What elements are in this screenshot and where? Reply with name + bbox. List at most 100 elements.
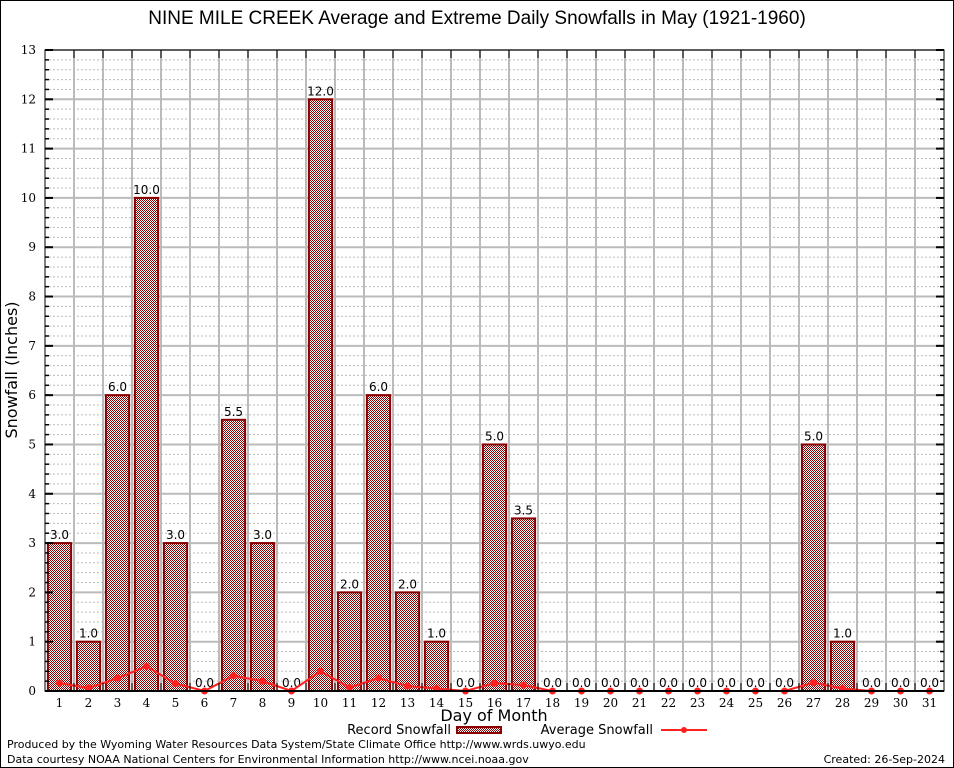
bar-value-label: 0.0 [862,676,881,690]
bar-value-label: 5.5 [224,405,243,419]
bar-value-label: 0.0 [891,676,910,690]
average-point [810,679,817,687]
x-tick-label: 1 [56,696,64,710]
y-tick-label: 7 [28,339,36,353]
x-tick-label: 3 [114,696,122,710]
x-tick-label: 29 [864,696,879,710]
bar-value-label: 2.0 [340,577,359,591]
bar-labels: 3.0 1.0 6.0 10.0 3.0 0.0 5.5 3.0 0.0 12.0 2.0 6.0 2.… [50,84,939,690]
bar-value-label: 0.0 [920,676,939,690]
average-point [114,674,121,682]
average-point [346,684,353,692]
x-tick-label: 19 [574,696,589,710]
bar [336,591,363,693]
bar [249,542,276,692]
x-tick-label: 12 [371,696,386,710]
bar [75,640,102,693]
bar [365,394,392,692]
bar-value-label: 0.0 [195,676,214,690]
bar-value-label: 0.0 [543,676,562,690]
bar [162,542,189,692]
y-tick-label: 6 [28,388,36,402]
average-point [259,677,266,685]
bar [46,542,73,692]
bar-value-label: 10.0 [133,183,160,197]
y-tick-label: 8 [28,290,36,304]
footer-created: Created: 26-Sep-2024 [823,753,945,766]
bar-value-label: 12.0 [307,84,334,98]
bar [394,591,421,693]
bar-value-label: 0.0 [746,676,765,690]
x-tick-label: 8 [259,696,267,710]
x-tick-label: 24 [719,696,735,710]
average-point [143,662,150,670]
legend-record-swatch [456,726,502,734]
x-axis-label: Day of Month [440,706,547,725]
x-tick-label: 20 [603,696,618,710]
x-tick-label: 2 [85,696,93,710]
footer-produced-by: Produced by the Wyoming Water Resources … [7,738,586,751]
bar-value-label: 6.0 [108,380,127,394]
bar-value-label: 2.0 [398,577,417,591]
bar [829,640,856,693]
x-tick-label: 17 [516,696,531,710]
x-tick-label: 28 [835,696,850,710]
footer-data-courtesy: Data courtesy NOAA National Centers for … [7,753,529,766]
average-point [230,672,237,680]
bar-value-label: 5.0 [485,429,504,443]
bar-value-label: 0.0 [601,676,620,690]
y-axis-label: Snowfall (Inches) [2,301,21,438]
x-tick-label: 22 [661,696,676,710]
x-tick-label: 16 [487,696,502,710]
x-tick-label: 25 [748,696,763,710]
bar [307,98,334,693]
bar-value-label: 0.0 [659,676,678,690]
y-tick-label: 11 [21,142,36,156]
bar-value-label: 0.0 [688,676,707,690]
bar [510,517,537,693]
x-tick-label: 6 [201,696,209,710]
bar-value-label: 1.0 [833,627,852,641]
average-point [317,667,324,675]
bar-value-label: 3.0 [253,528,272,542]
x-tick-label: 13 [400,696,415,710]
bar-value-label: 0.0 [282,676,301,690]
y-tick-label: 2 [28,585,36,599]
bar [800,443,827,693]
bar-value-label: 3.0 [166,528,185,542]
bar-value-label: 5.0 [804,429,823,443]
x-tick-label: 18 [545,696,560,710]
x-tick-label: 27 [806,696,821,710]
bar-value-label: 0.0 [572,676,591,690]
y-tick-label: 13 [21,43,36,57]
average-point [172,680,179,688]
bar-value-label: 0.0 [456,676,475,690]
average-point [404,682,411,690]
x-tick-label: 14 [429,696,445,710]
bar-value-label: 0.0 [630,676,649,690]
y-tick-label: 9 [28,240,36,254]
x-tick-label: 11 [342,696,357,710]
average-point [375,674,382,682]
bar [133,196,160,693]
bar-value-label: 6.0 [369,380,388,394]
bar [423,640,450,693]
bar-value-label: 3.0 [50,528,69,542]
bar [104,394,131,692]
y-tick-label: 12 [21,92,36,106]
bar-value-label: 1.0 [427,627,446,641]
average-point [85,684,92,692]
bar [220,418,247,692]
chart-title: NINE MILE CREEK Average and Extreme Dail… [148,8,806,29]
average-point [56,679,63,687]
bar-value-label: 0.0 [717,676,736,690]
legend-record-label: Record Snowfall [347,723,451,738]
legend-average-label: Average Snowfall [541,723,653,738]
x-tick-label: 21 [632,696,647,710]
x-tick-label: 30 [893,696,908,710]
bar-value-label: 0.0 [775,676,794,690]
bar [481,443,508,693]
average-point [491,679,498,687]
